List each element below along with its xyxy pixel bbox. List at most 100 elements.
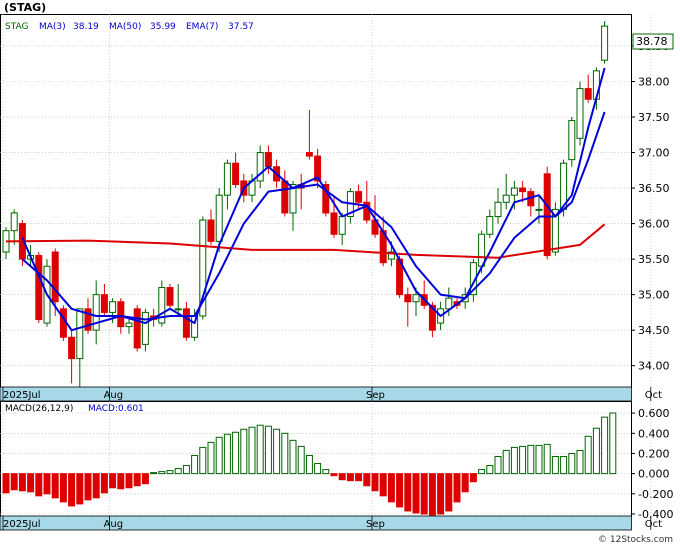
legend-symbol: STAG	[5, 22, 29, 32]
macd-bar	[510, 446, 518, 475]
candle-body	[68, 336, 76, 360]
candle-body	[117, 301, 125, 328]
macd-xaxis-label: Oct	[645, 519, 662, 530]
macd-bar	[2, 473, 10, 494]
macd-bar	[273, 428, 281, 475]
candle-body	[314, 155, 322, 182]
candle	[289, 180, 297, 231]
candle	[166, 283, 174, 309]
macd-bar	[248, 426, 256, 475]
macd-bar	[568, 452, 576, 475]
macd-bar	[109, 473, 117, 489]
candle	[100, 283, 108, 316]
macd-bar	[174, 468, 182, 475]
macd-bar	[117, 473, 125, 490]
macd-bar	[59, 473, 67, 503]
candle-body	[445, 297, 453, 310]
candle	[84, 298, 92, 334]
macd-bar	[396, 473, 404, 508]
candle-body	[76, 308, 84, 360]
macd-bar	[338, 473, 346, 481]
macd-xaxis-label: Sep	[366, 519, 385, 530]
macd-bar	[68, 473, 76, 507]
candle-body	[486, 215, 494, 235]
candle-body	[305, 152, 313, 157]
candle-body	[182, 308, 190, 338]
macd-bar	[191, 454, 199, 475]
chart-title: (STAG)	[4, 1, 46, 14]
macd-bar	[478, 469, 486, 475]
macd-bar	[232, 431, 240, 475]
macd-bar	[469, 473, 477, 483]
macd-bar	[453, 473, 461, 503]
macd-bar	[437, 473, 445, 515]
macd-tick-label: 0.400	[638, 427, 670, 440]
price-tick-label: 38.00	[638, 75, 670, 88]
candle	[601, 21, 609, 64]
macd-bar	[560, 455, 568, 475]
price-xaxis-label: Aug	[104, 390, 124, 401]
candle	[182, 301, 190, 341]
candle-body	[223, 162, 231, 196]
price-legend: STAG MA(3) 38.19 MA(50) 35.99 EMA(7) 37.…	[5, 22, 254, 32]
macd-bar	[363, 473, 371, 487]
candle	[584, 74, 592, 103]
macd-bar	[387, 473, 395, 503]
candle	[543, 166, 551, 260]
macd-bar	[256, 424, 264, 475]
macd-bar	[133, 473, 141, 487]
macd-bar	[355, 473, 363, 482]
candle-body	[166, 287, 174, 306]
price-tick-label: 36.50	[638, 182, 670, 195]
candle	[10, 209, 18, 245]
macd-bar	[182, 465, 190, 475]
macd-legend-value: MACD:0.601	[88, 404, 144, 414]
candle-body	[355, 191, 363, 203]
macd-bar	[346, 473, 354, 482]
macd-bar	[158, 471, 166, 475]
macd-bar	[527, 444, 535, 475]
macd-panel-frame	[0, 401, 632, 517]
macd-bar	[43, 473, 51, 495]
macd-bar	[141, 473, 149, 485]
candle-body	[109, 301, 117, 313]
macd-bar	[494, 455, 502, 475]
candle-body	[601, 25, 609, 61]
macd-bar	[404, 473, 412, 512]
macd-bar	[166, 470, 174, 475]
macd-legend-label: MACD(26,12,9)	[5, 404, 73, 414]
legend-ma3-label: MA(3)	[39, 22, 66, 32]
legend-ema7-value: 37.57	[228, 22, 254, 32]
macd-bar	[297, 445, 305, 475]
macd-bar	[92, 473, 100, 499]
candle	[494, 188, 502, 224]
candle	[215, 188, 223, 253]
macd-bar	[428, 473, 436, 516]
candle-body	[428, 304, 436, 331]
price-tick-label: 34.50	[638, 324, 670, 337]
price-xaxis-band	[0, 386, 632, 402]
candle	[92, 280, 100, 345]
macd-bar	[150, 472, 158, 475]
price-panel-frame	[0, 14, 632, 388]
candle-body	[535, 208, 543, 211]
macd-bar	[609, 412, 617, 475]
macd-bar	[10, 473, 18, 491]
price-tick-label: 35.00	[638, 289, 670, 302]
macd-xaxis-label: 2025Jul	[3, 519, 41, 530]
candle	[232, 152, 240, 189]
candle-body	[543, 173, 551, 257]
candle	[404, 287, 412, 327]
price-tick-label: 34.00	[638, 360, 670, 373]
ma3-line	[21, 67, 606, 332]
macd-bar	[305, 454, 313, 475]
macd-bar	[420, 473, 428, 515]
last-price-text: 38.78	[636, 35, 668, 48]
candle	[223, 159, 231, 210]
candle-body	[404, 294, 412, 303]
legend-ma3-value: 38.19	[73, 22, 99, 32]
candle-body	[412, 294, 420, 303]
macd-bar	[379, 473, 387, 497]
price-tick-label: 37.50	[638, 111, 670, 124]
